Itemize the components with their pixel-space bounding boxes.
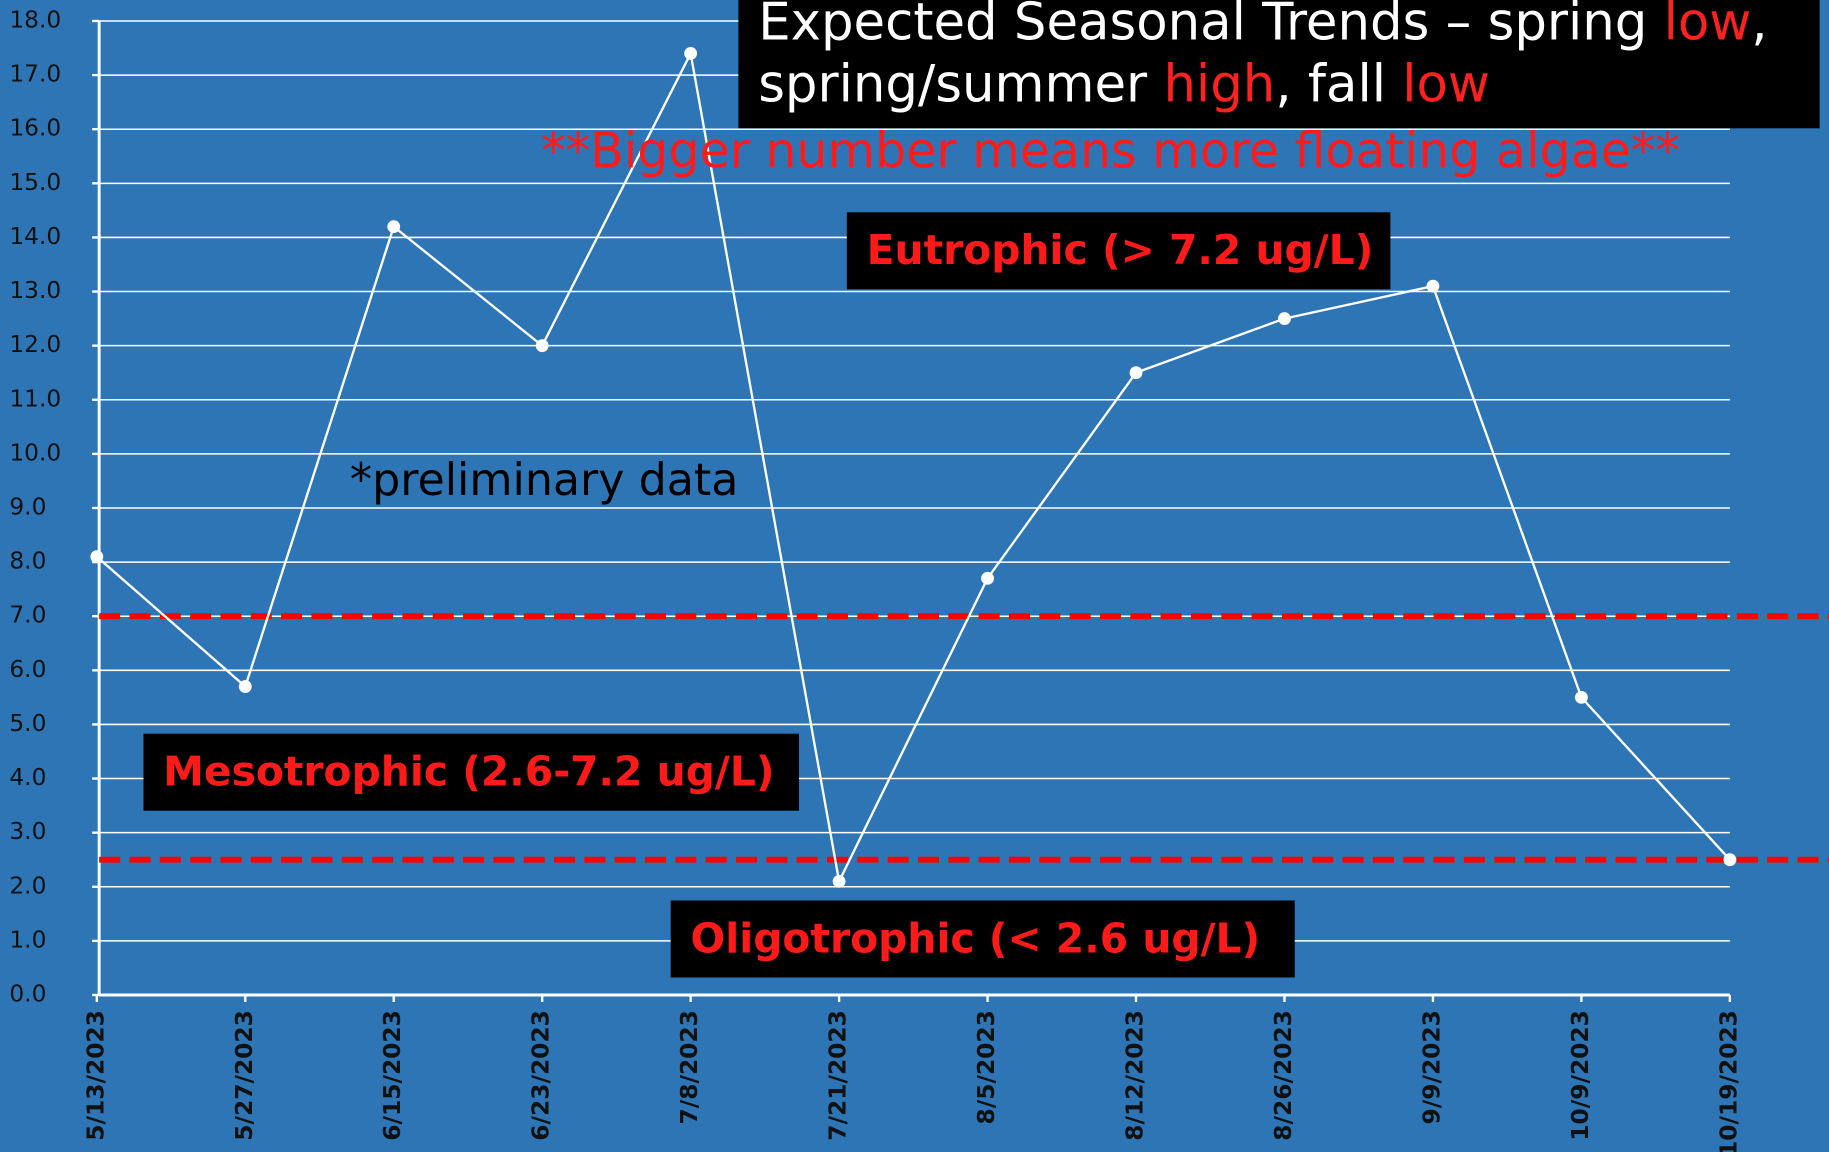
chart-title: Expected Seasonal Trends – spring low, [758,0,1767,53]
data-point [1278,312,1291,326]
plot-root: 0.0 1.0 2.0 3.0 4.0 5.0 6.0 7.0 8.0 9.0 10.0 11.0 12… [9,0,1829,1152]
annotation: Eutrophic (> 7.2 ug/L) [867,226,1374,274]
chart-title: spring/summer high, fall low [758,54,1490,114]
x-tick-label: 6/15/2023 [379,1010,406,1141]
x-tick-label: 8/5/2023 [973,1010,1000,1124]
data-point [832,874,846,888]
y-tick-label: 0.0 [9,980,46,1007]
title-part: low [1664,0,1752,53]
title-part: , fall [1275,54,1402,114]
y-tick-label: 9.0 [9,493,46,520]
annotation: Mesotrophic (2.6-7.2 ug/L) [163,748,774,796]
y-tick-label: 16.0 [9,115,61,142]
data-point [684,47,698,60]
x-tick-label: 6/23/2023 [528,1010,555,1141]
x-tick-label: 8/12/2023 [1122,1010,1149,1141]
x-tick-label: 10/9/2023 [1567,1010,1594,1141]
title-part: spring/summer [758,54,1163,114]
y-tick-label: 15.0 [9,169,61,196]
annotation-box [143,733,800,811]
y-tick-label: 8.0 [9,548,46,575]
y-tick-label: 2.0 [9,872,46,899]
annotation-box [846,212,1391,290]
data-point [387,220,401,234]
y-tick-label: 14.0 [9,223,61,250]
subtitle: **Bigger number means more floating alga… [541,122,1680,179]
y-tick-label: 1.0 [9,926,46,953]
data-point [1426,279,1440,293]
data-point [981,571,994,585]
title-part: , [1751,0,1767,53]
y-tick-label: 12.0 [9,331,61,358]
title-part: low [1402,54,1490,114]
y-tick-label: 7.0 [9,602,46,629]
x-tick-label: 9/9/2023 [1418,1010,1445,1124]
y-tick-label: 17.0 [9,61,61,88]
y-tick-label: 11.0 [9,385,61,412]
data-point [1574,690,1588,704]
y-tick-label: 6.0 [9,656,46,683]
annotation-box [670,900,1295,978]
data-point [1129,366,1143,380]
note: *preliminary data [350,455,738,506]
data-point [90,550,104,564]
y-tick-label: 10.0 [9,439,61,466]
x-tick-label: 8/26/2023 [1270,1010,1297,1141]
title-part: high [1163,54,1275,114]
data-point [1723,853,1737,867]
y-tick-label: 3.0 [9,818,46,845]
y-tick-label: 5.0 [9,710,46,737]
data-line [96,49,1731,886]
x-tick-label: 7/8/2023 [676,1010,703,1124]
y-tick-label: 18.0 [9,6,61,33]
data-point [238,680,252,693]
title-box [738,0,1820,129]
y-tick-label: 4.0 [9,764,46,791]
y-tick-label: 13.0 [9,277,61,304]
x-tick-label: 5/13/2023 [82,1010,109,1141]
x-tick-label: 7/21/2023 [825,1010,852,1141]
title-part: Expected Seasonal Trends – spring [758,0,1663,53]
annotation: Oligotrophic (< 2.6 ug/L) [691,914,1261,962]
data-point [535,339,549,353]
x-tick-label: 10/19/2023 [1715,1010,1742,1152]
x-tick-label: 5/27/2023 [231,1010,258,1141]
